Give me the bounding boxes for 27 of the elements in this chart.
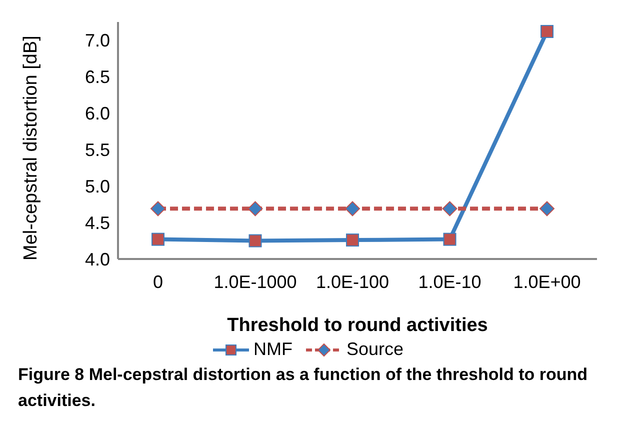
y-tick-label: 4.0: [84, 249, 110, 270]
point: [346, 234, 359, 247]
point: [152, 232, 164, 246]
point: [443, 232, 456, 246]
x-tick-label: 1.0E-1000: [214, 272, 297, 292]
x-tick-label: 0: [152, 272, 164, 292]
caption: Figure 8 Mel-cepstral distortion as a function of the threshold to round activities.: [18, 365, 588, 410]
point: [150, 201, 166, 216]
point: [248, 201, 263, 216]
x-tick-label: 1.0E-100: [316, 272, 390, 292]
legend-label: NMF: [253, 339, 292, 360]
y-tick-label: 6.0: [84, 104, 110, 124]
point: [540, 24, 554, 38]
y-tick-label: 5.0: [84, 176, 110, 196]
y-tick-label: 6.5: [84, 67, 110, 88]
y-tick-label: 4.5: [84, 212, 110, 233]
x-tick-label: 1.0E+00: [513, 272, 581, 292]
point: [248, 234, 262, 248]
point: [540, 201, 554, 216]
y-tick-label: 5.5: [84, 140, 110, 160]
legend-label: Source: [346, 339, 404, 360]
y-axis-title: Mel-cepstral distortion [dB]: [20, 36, 42, 260]
point: [345, 201, 360, 216]
x-tick-label: 1.0E-10: [418, 272, 482, 292]
y-tick-label: 7.0: [84, 30, 110, 51]
x-axis-title: Threshold to round activities: [227, 315, 488, 336]
point: [442, 201, 458, 216]
